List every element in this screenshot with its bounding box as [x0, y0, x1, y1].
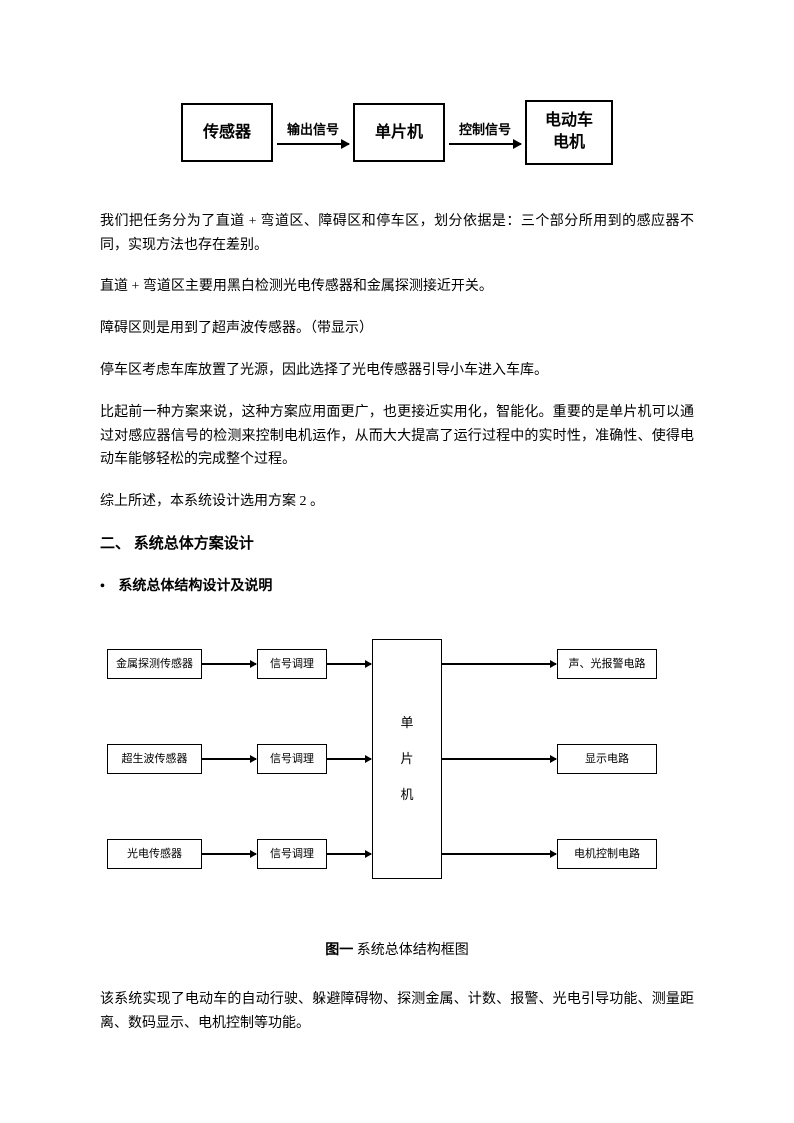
system-structure-diagram: 单片机金属探测传感器超生波传感器光电传感器信号调理信号调理信号调理声、光报警电路… — [107, 619, 687, 909]
sub-heading-text: 系统总体结构设计及说明 — [118, 579, 272, 594]
bullet-icon: • — [100, 579, 105, 594]
node-sensor: 传感器 — [181, 103, 273, 162]
arrow-line-icon — [327, 853, 371, 855]
section-heading: 二、 系统总体方案设计 — [100, 532, 694, 558]
paragraph: 我们把任务分为了直道 + 弯道区、障碍区和停车区，划分依据是：三个部分所用到的感… — [100, 210, 694, 258]
arrow-line-icon — [442, 663, 556, 665]
node-input-sensor: 光电传感器 — [107, 839, 202, 869]
arrow-line-icon — [327, 663, 371, 665]
paragraph: 该系统实现了电动车的自动行驶、躲避障碍物、探测金属、计数、报警、光电引导功能、测… — [100, 988, 694, 1036]
arrow-line-icon — [442, 853, 556, 855]
arrow-output-signal: 输出信号 — [277, 119, 349, 145]
caption-text: 系统总体结构框图 — [353, 943, 469, 958]
paragraph: 综上所述，本系统设计选用方案 2 。 — [100, 490, 694, 514]
arrow-line-icon — [449, 143, 521, 145]
arrow-line-icon — [202, 853, 256, 855]
node-output: 声、光报警电路 — [557, 649, 657, 679]
node-signal-cond: 信号调理 — [257, 649, 327, 679]
top-flowchart: 传感器 输出信号 单片机 控制信号 电动车电机 — [100, 100, 694, 165]
arrow-line-icon — [442, 758, 556, 760]
node-signal-cond: 信号调理 — [257, 744, 327, 774]
arrow-line-icon — [202, 758, 256, 760]
arrow-control-signal: 控制信号 — [449, 119, 521, 145]
node-signal-cond: 信号调理 — [257, 839, 327, 869]
paragraph: 比起前一种方案来说，这种方案应用面更广，也更接近实用化，智能化。重要的是单片机可… — [100, 401, 694, 472]
arrow-line-icon — [327, 758, 371, 760]
node-mcu-center: 单片机 — [372, 639, 442, 879]
node-motor: 电动车电机 — [525, 100, 613, 165]
figure-caption: 图一 系统总体结构框图 — [100, 939, 694, 963]
node-output: 电机控制电路 — [557, 839, 657, 869]
caption-bold: 图一 — [325, 943, 353, 958]
paragraph: 直道 + 弯道区主要用黑白检测光电传感器和金属探测接近开关。 — [100, 275, 694, 299]
arrow-line-icon — [277, 143, 349, 145]
arrow-line-icon — [202, 663, 256, 665]
sub-heading: • 系统总体结构设计及说明 — [100, 575, 694, 599]
edge-label: 控制信号 — [459, 119, 511, 141]
node-output: 显示电路 — [557, 744, 657, 774]
node-input-sensor: 超生波传感器 — [107, 744, 202, 774]
node-mcu: 单片机 — [353, 103, 445, 162]
paragraph: 障碍区则是用到了超声波传感器。（带显示） — [100, 317, 694, 341]
node-input-sensor: 金属探测传感器 — [107, 649, 202, 679]
paragraph: 停车区考虑车库放置了光源，因此选择了光电传感器引导小车进入车库。 — [100, 359, 694, 383]
edge-label: 输出信号 — [287, 119, 339, 141]
